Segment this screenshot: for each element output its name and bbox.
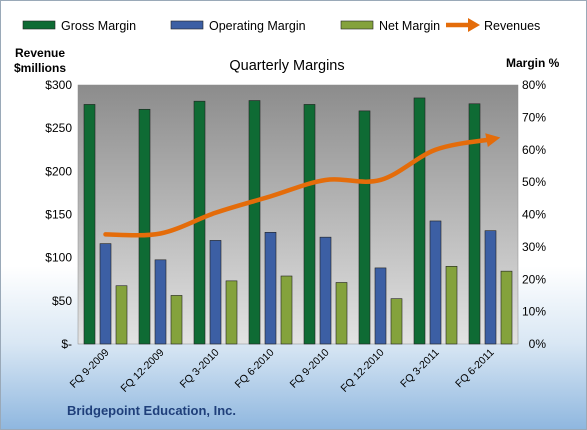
- right-tick-label: 60%: [522, 143, 546, 157]
- right-tick-label: 0%: [529, 337, 547, 351]
- bar-operating-margin: [209, 240, 222, 345]
- left-tick-label: $200: [45, 164, 72, 178]
- left-axis-title-line2: $millions: [14, 61, 66, 75]
- legend-swatch: [170, 20, 204, 30]
- chart-title: Quarterly Margins: [229, 58, 344, 74]
- bar-operating-margin: [319, 236, 332, 345]
- bar-series: [83, 97, 513, 345]
- right-axis-ticks: 0% 10% 20% 30% 40% 50% 60% 70% 80%: [522, 78, 546, 351]
- bar-gross-margin: [413, 97, 426, 345]
- left-tick-label: $50: [52, 294, 72, 308]
- bar-net-margin: [115, 285, 128, 345]
- bar-net-margin: [280, 275, 293, 345]
- category-label: FQ 12-2009: [119, 347, 167, 395]
- category-label: FQ 6-2010: [233, 347, 277, 391]
- left-axis-title-line1: Revenue: [15, 46, 65, 60]
- left-tick-label: $250: [45, 121, 72, 135]
- category-label: FQ 9-2010: [288, 347, 332, 391]
- footer-company: Bridgepoint Education, Inc.: [67, 403, 236, 418]
- plot-area: [77, 84, 519, 345]
- bar-operating-margin: [374, 267, 387, 345]
- right-tick-label: 70%: [522, 110, 546, 124]
- right-axis-title: Margin %: [506, 56, 560, 70]
- category-label: FQ 6-2011: [453, 347, 497, 391]
- bar-net-margin: [445, 265, 458, 345]
- bar-net-margin: [335, 282, 348, 345]
- left-tick-label: $-: [61, 337, 72, 351]
- bar-gross-margin: [303, 104, 316, 345]
- right-tick-label: 20%: [522, 272, 546, 286]
- legend-label: Gross Margin: [61, 19, 136, 33]
- bar-gross-margin: [248, 100, 261, 345]
- bar-operating-margin: [99, 243, 112, 345]
- bar-operating-margin: [429, 220, 442, 345]
- bar-net-margin: [225, 280, 238, 345]
- bar-gross-margin: [138, 108, 151, 345]
- right-tick-label: 50%: [522, 175, 546, 189]
- legend: Gross Margin Operating Margin Net Margin Re…: [22, 18, 540, 33]
- revenues-arrowhead: [485, 133, 501, 148]
- left-tick-label: $100: [45, 251, 72, 265]
- right-tick-label: 10%: [522, 305, 546, 319]
- right-tick-label: 80%: [522, 78, 546, 92]
- legend-label: Revenues: [484, 19, 540, 33]
- revenue-line-layer: [103, 133, 501, 238]
- bar-net-margin: [390, 298, 403, 345]
- right-tick-label: 30%: [522, 240, 546, 254]
- legend-arrow-swatch: [468, 18, 480, 32]
- bar-gross-margin: [358, 110, 371, 345]
- legend-label: Net Margin: [379, 19, 440, 33]
- right-tick-label: 40%: [522, 208, 546, 222]
- left-tick-label: $150: [45, 208, 72, 222]
- legend-swatch: [340, 20, 374, 30]
- bar-operating-margin: [484, 230, 497, 345]
- left-axis-ticks: $- $50 $100 $150 $200 $250 $300: [45, 78, 72, 351]
- bar-operating-margin: [264, 232, 277, 345]
- bar-gross-margin: [83, 104, 96, 345]
- revenues-line: [103, 137, 493, 238]
- category-label: FQ 3-2010: [178, 347, 222, 391]
- bar-operating-margin: [154, 259, 167, 345]
- bar-net-margin: [170, 295, 183, 345]
- legend-label: Operating Margin: [209, 19, 306, 33]
- bar-gross-margin: [468, 103, 481, 345]
- category-label: FQ 12-2010: [339, 347, 387, 395]
- category-label: FQ 3-2011: [398, 347, 442, 391]
- legend-swatch: [22, 20, 56, 30]
- left-tick-label: $300: [45, 78, 72, 92]
- category-label: FQ 9-2009: [68, 347, 112, 391]
- bar-net-margin: [500, 270, 513, 345]
- category-labels: FQ 9-2009 FQ 12-2009 FQ 3-2010 FQ 6-2010 FQ …: [68, 347, 497, 395]
